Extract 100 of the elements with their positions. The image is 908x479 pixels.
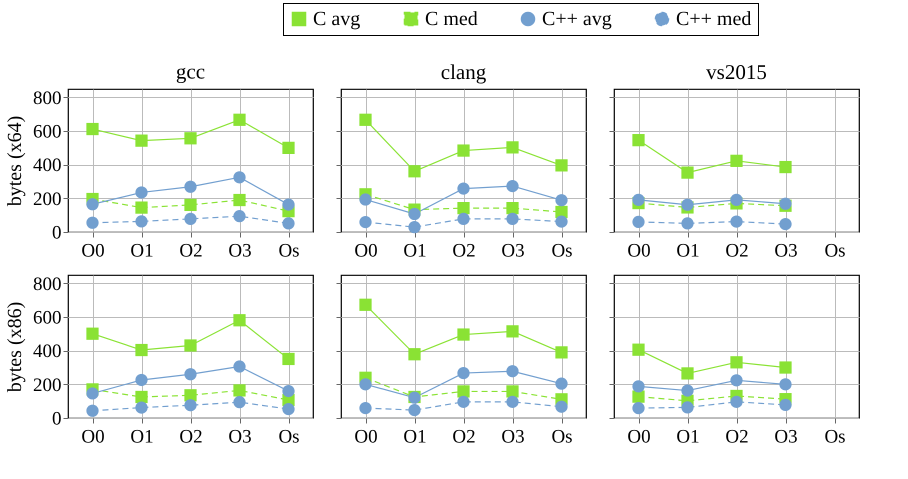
point — [233, 194, 246, 206]
x-tick-label: Os — [824, 240, 846, 262]
point — [184, 399, 197, 412]
point — [408, 208, 421, 220]
x-tick-label: Os — [824, 426, 846, 448]
point — [506, 180, 519, 192]
point — [408, 404, 421, 416]
point — [779, 361, 792, 374]
point — [779, 378, 792, 390]
point — [681, 198, 694, 211]
point — [730, 194, 743, 206]
point — [135, 390, 148, 404]
point — [457, 212, 470, 225]
point — [555, 400, 568, 413]
x-tick-label: Os — [278, 426, 300, 448]
point — [457, 396, 470, 408]
point — [632, 194, 645, 206]
x-tick-label: Os — [278, 240, 300, 262]
point — [730, 374, 743, 386]
x-tick-label: Os — [551, 426, 573, 448]
point — [359, 378, 372, 390]
x-tick-label: O0 — [627, 240, 651, 262]
y-tick-label: 0 — [52, 222, 62, 244]
point — [233, 396, 246, 408]
y-tick-label: 200 — [33, 374, 62, 396]
point — [632, 134, 645, 146]
y-tick-label: 400 — [33, 341, 62, 362]
x-tick-label: O0 — [354, 240, 378, 262]
y-tick-label: 0 — [52, 408, 62, 430]
point — [506, 212, 519, 225]
point — [457, 182, 470, 195]
x-tick-label: O3 — [774, 426, 798, 448]
x-tick-label: O0 — [354, 426, 378, 448]
point — [632, 344, 645, 356]
x-tick-label: O0 — [81, 240, 105, 262]
point — [681, 217, 694, 230]
point — [282, 217, 295, 230]
x-tick-label: O1 — [130, 426, 154, 448]
x-tick-label: O3 — [228, 240, 252, 262]
legend-label: C avg — [313, 8, 360, 30]
x-tick-label: O3 — [228, 426, 252, 448]
point — [632, 402, 645, 414]
point — [282, 384, 295, 398]
y-tick-label: 400 — [33, 155, 62, 176]
point — [681, 384, 694, 397]
point — [457, 144, 470, 157]
x-tick-label: O2 — [179, 240, 203, 262]
point — [730, 356, 743, 368]
point — [135, 186, 148, 199]
x-tick-label: O1 — [676, 426, 700, 448]
point — [135, 401, 148, 414]
point — [681, 367, 694, 380]
point — [233, 360, 246, 373]
point — [779, 218, 792, 230]
point — [135, 374, 148, 386]
point — [408, 348, 421, 360]
point — [184, 339, 197, 352]
x-tick-label: Os — [551, 240, 573, 262]
point — [135, 134, 148, 147]
x-tick-label: O0 — [627, 426, 651, 448]
point — [555, 215, 568, 228]
x-tick-label: O3 — [774, 240, 798, 262]
y-axis-title: bytes (x64) — [4, 116, 26, 206]
point — [135, 344, 148, 356]
legend-label: C++ med — [676, 8, 752, 30]
point — [86, 198, 99, 210]
y-axis-title: bytes (x86) — [4, 302, 26, 392]
point — [506, 325, 519, 338]
x-tick-label: O2 — [725, 240, 749, 262]
point — [233, 171, 246, 184]
point — [282, 402, 295, 416]
point — [359, 193, 372, 206]
point — [233, 114, 246, 126]
chart-title: gcc — [176, 59, 206, 84]
x-tick-label: O2 — [452, 426, 476, 448]
point — [681, 401, 694, 414]
point — [233, 210, 246, 222]
point — [359, 298, 372, 311]
point — [86, 328, 99, 340]
point — [359, 114, 372, 126]
x-tick-label: O1 — [676, 240, 700, 262]
x-tick-label: O2 — [725, 426, 749, 448]
point — [730, 154, 743, 167]
legend-label: C med — [425, 8, 478, 30]
chart-title: clang — [440, 60, 487, 84]
point — [457, 202, 470, 214]
y-tick-label: 800 — [33, 274, 62, 295]
point — [681, 166, 694, 179]
point — [282, 198, 295, 211]
point — [184, 198, 197, 212]
point — [184, 368, 197, 380]
y-tick-label: 800 — [33, 88, 62, 109]
point — [184, 212, 197, 225]
legend-label: C++ avg — [542, 8, 612, 30]
x-tick-label: O3 — [501, 426, 525, 448]
x-tick-label: O0 — [81, 426, 105, 448]
point — [86, 404, 99, 417]
chart-title: vs2015 — [706, 60, 767, 84]
point — [86, 387, 99, 400]
point — [184, 180, 197, 193]
